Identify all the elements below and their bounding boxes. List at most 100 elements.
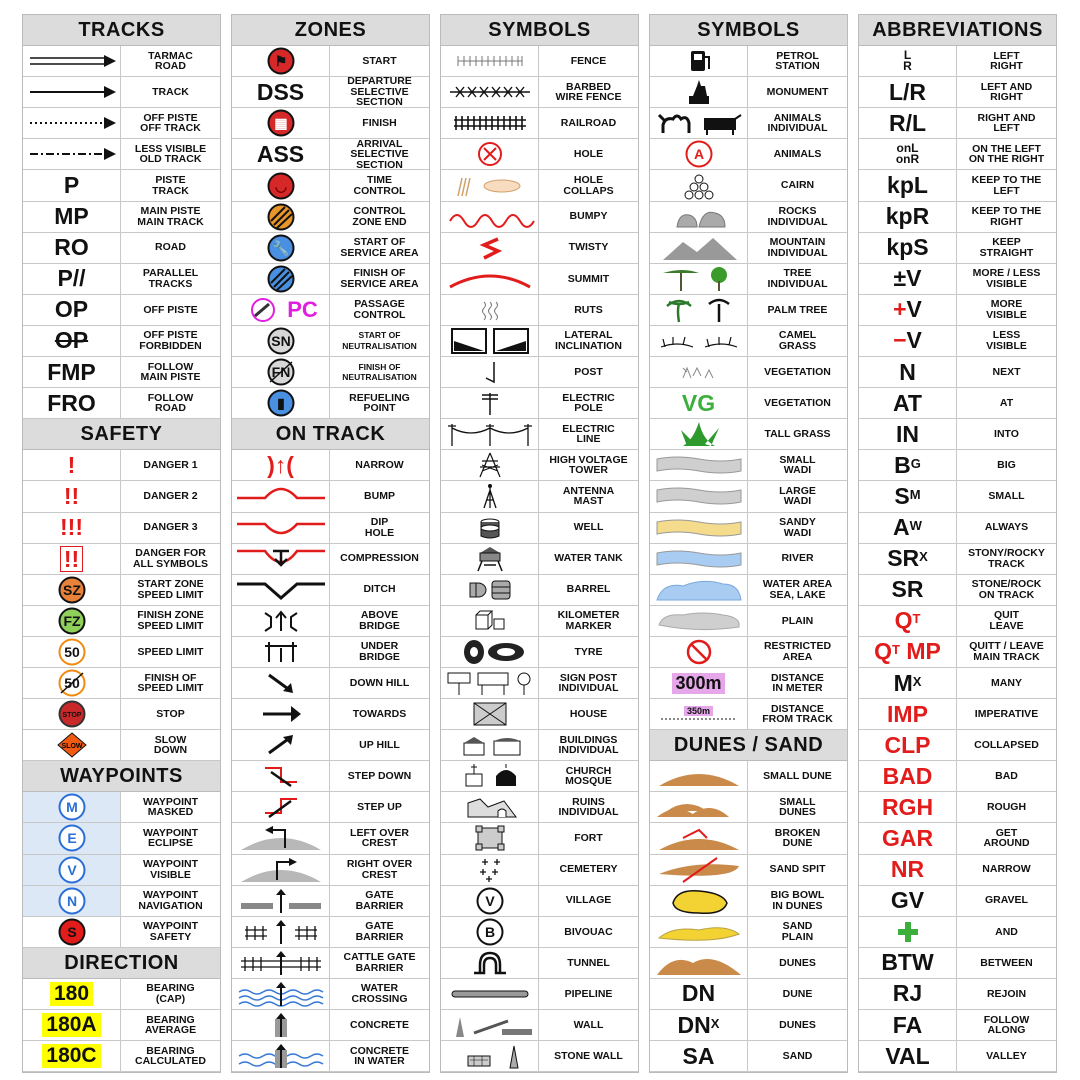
summit-icon: [441, 263, 539, 294]
twisty-icon: [441, 232, 539, 263]
symbol-row: UNDER BRIDGE: [232, 636, 429, 668]
symbol-row: HOLE COLLAPS: [441, 170, 638, 202]
symbol-row: BUMPY: [441, 201, 638, 233]
symbol-label: CEMETERY: [559, 863, 618, 876]
symbol-label: ELECTRIC POLE: [562, 391, 615, 415]
symbol-label: ROUGH: [986, 801, 1027, 814]
symbol-label: COMPRESSION: [340, 552, 419, 565]
ruts-icon: [441, 294, 539, 325]
barbed-wire-fence-icon: [441, 77, 539, 108]
symbol-row: POST: [441, 357, 638, 389]
svg-text:⚑: ⚑: [274, 53, 287, 69]
symbol-label: RIGHT OVER CREST: [346, 858, 413, 881]
symbol-row: SZ START ZONE SPEED LIMIT: [23, 574, 220, 606]
water-crossing-icon: [232, 978, 330, 1009]
symbol-label: HIGH VOLTAGE TOWER: [549, 453, 628, 477]
section-header: SYMBOLS: [441, 15, 638, 47]
wrench-crossed-icon: [232, 263, 330, 294]
symbol-row: CAMEL GRASS: [650, 325, 847, 358]
distance-text: 350m: [683, 706, 714, 717]
symbol-row: DN X DUNES: [650, 1010, 847, 1042]
symbol-label: MANY: [991, 676, 1022, 689]
symbol-text: NR: [890, 856, 925, 883]
symbol-row: ANTENNA MAST: [441, 481, 638, 513]
symbol-label: WAYPOINT VISIBLE: [142, 858, 199, 881]
symbol-row: BTW BETWEEN: [859, 947, 1056, 979]
symbol-label: LEFT AND RIGHT: [980, 80, 1033, 104]
symbol-label: FOLLOW ALONG: [983, 1013, 1030, 1037]
step-down-icon: [232, 761, 330, 792]
fort-icon: [441, 823, 539, 854]
symbol-label: SMALL: [988, 490, 1025, 503]
symbol-row: !!! DANGER 3: [23, 512, 220, 544]
symbol-label: RESTRICTED AREA: [763, 640, 832, 663]
symbol-label: START: [362, 54, 397, 67]
symbol-text: SR: [891, 576, 924, 603]
text-symbol: AT: [859, 388, 957, 419]
symbol-row: CEMETERY: [441, 854, 638, 886]
symbol-label: BROKEN DUNE: [774, 826, 821, 850]
symbol-row: VAL VALLEY: [859, 1041, 1056, 1073]
symbol-label: VILLAGE: [565, 894, 612, 907]
superscript: G: [910, 455, 921, 471]
section-header: WAYPOINTS: [23, 761, 220, 793]
symbol-text: RJ: [892, 980, 923, 1007]
symbol-label: ROAD: [155, 241, 186, 254]
symbol-label: START ZONE SPEED LIMIT: [137, 578, 204, 601]
symbol-label: BAD: [995, 770, 1018, 783]
symbol-row: MONUMENT: [650, 77, 847, 109]
symbol-row: DUNES: [650, 947, 847, 979]
cemetery-icon: [441, 854, 539, 885]
restricted-area-icon: [650, 636, 748, 667]
cattle-gate-icon: [232, 947, 330, 978]
section-header: ON TRACK: [232, 419, 429, 451]
symbol-label: BUMP: [364, 490, 395, 503]
text-symbol: 180: [23, 978, 121, 1009]
symbol-label: FOLLOW MAIN PISTE: [140, 360, 201, 384]
dunes-icon: [650, 947, 748, 978]
lateral-inclination-icon: [441, 325, 539, 357]
symbol-row: BAD BAD: [859, 761, 1056, 793]
hole-collapse-icon: [441, 170, 539, 201]
symbol-label: LARGE WADI: [779, 484, 816, 508]
text-symbol: RGH: [859, 792, 957, 823]
symbol-text: S: [894, 482, 910, 509]
symbol-label: CHURCH MOSQUE: [565, 764, 612, 788]
start-flag-icon: ⚑: [232, 46, 330, 77]
symbol-row: SA SAND: [650, 1041, 847, 1073]
symbol-label: UP HILL: [359, 738, 400, 751]
speed-limit-sign-icon: 50: [23, 636, 121, 667]
symbol-label: TYRE: [574, 645, 603, 658]
symbol-row: RUINS INDIVIDUAL: [441, 792, 638, 824]
symbol-text: 180: [49, 981, 94, 1006]
small-dunes-icon: [650, 792, 748, 823]
electric-line-icon: [441, 419, 539, 450]
symbol-label: DANGER 3: [143, 521, 198, 534]
symbol-row: BUILDINGS INDIVIDUAL: [441, 730, 638, 762]
symbol-row: AND: [859, 916, 1056, 948]
river-icon: [650, 543, 748, 574]
symbol-row: SMALL DUNES: [650, 792, 847, 824]
symbol-row: RIGHT OVER CREST: [232, 854, 429, 886]
symbol-text: IMP: [887, 700, 928, 727]
superscript: T: [892, 642, 900, 658]
svg-text:◡: ◡: [274, 178, 286, 194]
symbol-label: ANIMALS: [773, 148, 822, 161]
house-icon: [441, 699, 539, 730]
symbol-label: BEARING AVERAGE: [144, 1013, 197, 1037]
symbol-text: CLP: [884, 731, 931, 758]
small-wadi-icon: [650, 450, 748, 481]
symbol-label: LESS VISIBLE: [986, 329, 1027, 352]
symbol-row: DITCH: [232, 574, 429, 606]
stone-wall-icon: [441, 1041, 539, 1072]
symbol-row: VG VEGETATION: [650, 388, 847, 420]
symbol-row: ! DANGER 1: [23, 450, 220, 482]
bivouac-icon: B: [441, 916, 539, 947]
symbol-label: KEEP STRAIGHT: [979, 236, 1034, 259]
arrow-double-icon: [23, 46, 121, 77]
cairn-icon: [650, 170, 748, 201]
symbol-text: Q: [894, 607, 913, 634]
superscript: W: [909, 518, 922, 534]
